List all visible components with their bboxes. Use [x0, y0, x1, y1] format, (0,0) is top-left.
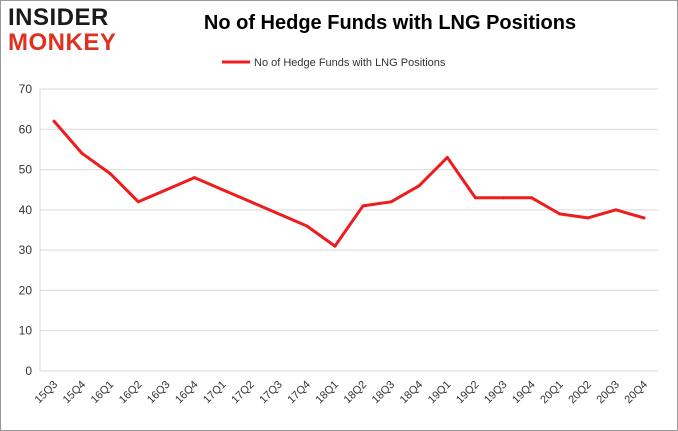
x-tick-label: 15Q3: [33, 379, 61, 407]
x-tick-label: 17Q4: [285, 379, 313, 407]
x-tick-label: 16Q2: [117, 379, 145, 407]
x-tick-label: 20Q3: [594, 379, 622, 407]
data-point: [249, 200, 253, 204]
data-point: [586, 216, 590, 220]
x-tick-label: 20Q4: [623, 379, 651, 407]
series-line-0: [52, 119, 646, 248]
data-point: [361, 204, 365, 208]
data-point: [333, 244, 337, 248]
gridlines: [39, 88, 658, 372]
legend-label: No of Hedge Funds with LNG Positions: [254, 57, 446, 69]
data-point: [530, 196, 534, 200]
x-tick-label: 18Q2: [342, 379, 370, 407]
x-tick-label: 17Q3: [257, 379, 285, 407]
x-tick-label: 16Q3: [145, 379, 173, 407]
x-tick-label: 16Q4: [173, 379, 201, 407]
y-tick-label: 10: [19, 324, 33, 338]
data-point: [164, 188, 168, 192]
x-tick-label: 20Q1: [538, 379, 566, 407]
data-point: [108, 172, 112, 176]
legend: No of Hedge Funds with LNG Positions: [222, 57, 446, 69]
data-point: [52, 119, 56, 123]
data-point: [614, 208, 618, 212]
data-point: [193, 176, 196, 180]
data-point: [473, 196, 477, 200]
x-tick-label: 16Q1: [89, 379, 117, 407]
x-tick-label: 17Q2: [229, 379, 257, 407]
y-tick-label: 60: [19, 122, 33, 136]
y-tick-label: 20: [19, 283, 33, 297]
x-tick-label: 19Q4: [510, 379, 538, 407]
data-point: [277, 212, 281, 216]
y-tick-label: 0: [25, 364, 32, 378]
y-tick-label: 70: [19, 82, 33, 96]
data-point: [445, 155, 449, 159]
data-point: [221, 188, 225, 192]
data-point: [502, 196, 505, 200]
x-tick-label: 18Q3: [370, 379, 398, 407]
data-point: [136, 200, 140, 204]
x-tick-label: 15Q4: [61, 379, 89, 407]
y-tick-label: 30: [19, 243, 33, 257]
x-tick-label: 19Q2: [454, 379, 482, 407]
x-axis-ticks: 15Q3 15Q4 16Q1 16Q2 16Q3 16Q4 17Q1 17Q2 17Q3 17Q4…: [33, 379, 650, 407]
x-tick-label: 19Q1: [426, 379, 454, 407]
chart-title: No of Hedge Funds with LNG Positions: [203, 12, 577, 34]
data-point: [80, 151, 84, 155]
y-axis-ticks: 0 10 20 30 40 50 60 70: [19, 82, 33, 378]
data-point: [642, 216, 646, 220]
x-tick-label: 20Q2: [566, 379, 594, 407]
data-point: [417, 184, 421, 188]
logo-line-1: INSIDER: [8, 4, 109, 31]
x-tick-label: 19Q3: [482, 379, 510, 407]
y-tick-label: 40: [19, 203, 33, 217]
series-group: [52, 119, 646, 248]
data-point: [305, 224, 309, 228]
x-tick-label: 18Q1: [314, 379, 342, 407]
insider-monkey-logo: INSIDER MONKEY: [8, 6, 116, 55]
x-tick-label: 18Q4: [398, 379, 426, 407]
logo-line-2: MONKEY: [8, 29, 117, 56]
data-point: [389, 200, 393, 204]
y-tick-label: 50: [19, 163, 33, 177]
data-point: [558, 212, 562, 216]
x-tick-label: 17Q1: [201, 379, 229, 407]
